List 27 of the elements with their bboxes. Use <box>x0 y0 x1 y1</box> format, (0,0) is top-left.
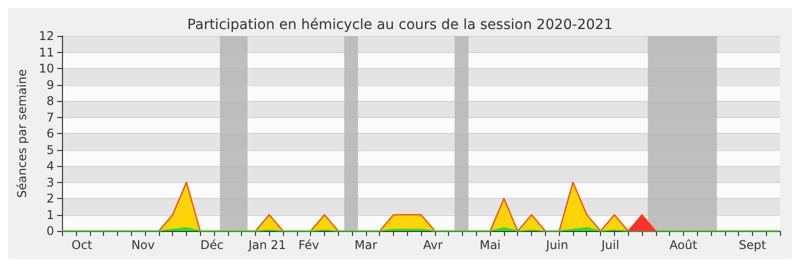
x-tick-label: Août <box>670 238 698 252</box>
x-tick-label: Nov <box>131 238 155 252</box>
y-tick-label: 6 <box>46 126 54 140</box>
y-tick-label: 2 <box>46 192 54 206</box>
y-tick-label: 1 <box>46 208 54 222</box>
y-tick-label: 5 <box>46 142 54 157</box>
x-tick-label: Jan 21 <box>247 238 286 252</box>
y-tick-label: 4 <box>46 159 54 173</box>
x-tick-label: Juin <box>545 238 568 252</box>
y-tick-label: 3 <box>46 175 54 190</box>
y-tick-label: 12 <box>38 29 54 43</box>
x-tick-label: Sept <box>738 238 766 252</box>
y-tick-label: 0 <box>46 224 54 238</box>
x-tick-label: Avr <box>423 238 443 252</box>
y-axis-title: Séances par semaine <box>15 69 29 198</box>
x-tick-label: Mai <box>480 238 501 252</box>
y-tick-label: 8 <box>46 94 54 108</box>
x-tick-label: Déc <box>200 238 224 252</box>
x-tick-label: Fév <box>298 238 320 252</box>
x-tick-label: Oct <box>72 238 93 252</box>
y-tick-label: 9 <box>46 78 54 92</box>
y-tick-label: 10 <box>38 62 54 76</box>
x-tick-label: Juil <box>600 238 620 252</box>
x-tick-label: Mar <box>354 238 378 252</box>
y-tick-label: 11 <box>38 45 54 60</box>
y-tick-label: 7 <box>46 110 54 124</box>
chart-title: Participation en hémicycle au cours de la session 2020-2021 <box>187 17 613 33</box>
